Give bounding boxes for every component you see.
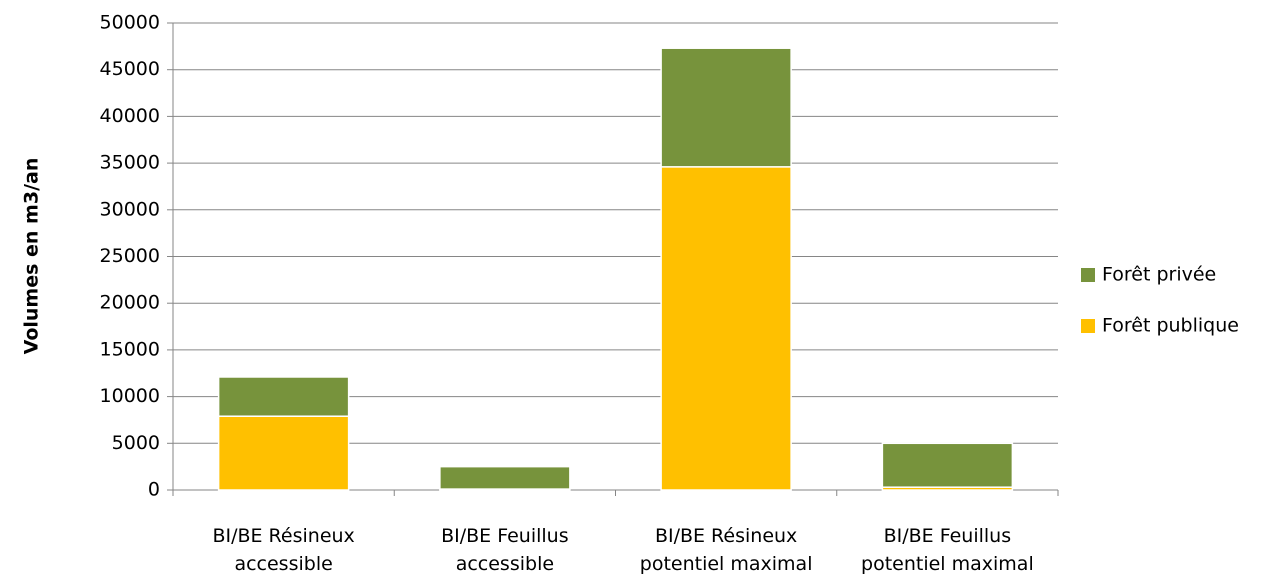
bar-segment bbox=[439, 465, 571, 490]
bar-segment bbox=[881, 442, 1014, 488]
y-tick-label: 5000 bbox=[112, 432, 160, 454]
y-tick-label: 40000 bbox=[100, 105, 160, 127]
y-tick-label: 25000 bbox=[100, 245, 160, 267]
bar-segment bbox=[217, 376, 350, 417]
x-tick-label: BI/BE Feuillus potentiel maximal bbox=[861, 525, 1034, 575]
bar-segment bbox=[217, 415, 350, 491]
legend-swatch bbox=[1081, 268, 1095, 282]
y-tick-label: 35000 bbox=[100, 152, 160, 174]
y-tick-label: 45000 bbox=[100, 58, 160, 80]
legend-swatch bbox=[1081, 319, 1095, 333]
legend-label: Forêt publique bbox=[1102, 315, 1239, 337]
y-tick-label: 50000 bbox=[100, 12, 160, 34]
bar-segment bbox=[660, 47, 792, 168]
y-tick-label: 20000 bbox=[100, 292, 160, 314]
y-tick-label: 0 bbox=[148, 479, 160, 501]
y-tick-label: 10000 bbox=[100, 385, 160, 407]
x-tick-label: BI/BE Feuillus accessible bbox=[441, 525, 569, 575]
x-tick-label: BI/BE Résineux accessible bbox=[212, 525, 355, 575]
bar-segment bbox=[660, 166, 792, 491]
y-tick-label: 15000 bbox=[100, 338, 160, 360]
y-tick-label: 30000 bbox=[100, 198, 160, 220]
y-axis-label: Volumes en m3/an bbox=[21, 158, 43, 355]
x-tick-label: BI/BE Résineux potentiel maximal bbox=[639, 525, 813, 575]
legend-label: Forêt privée bbox=[1102, 264, 1216, 286]
